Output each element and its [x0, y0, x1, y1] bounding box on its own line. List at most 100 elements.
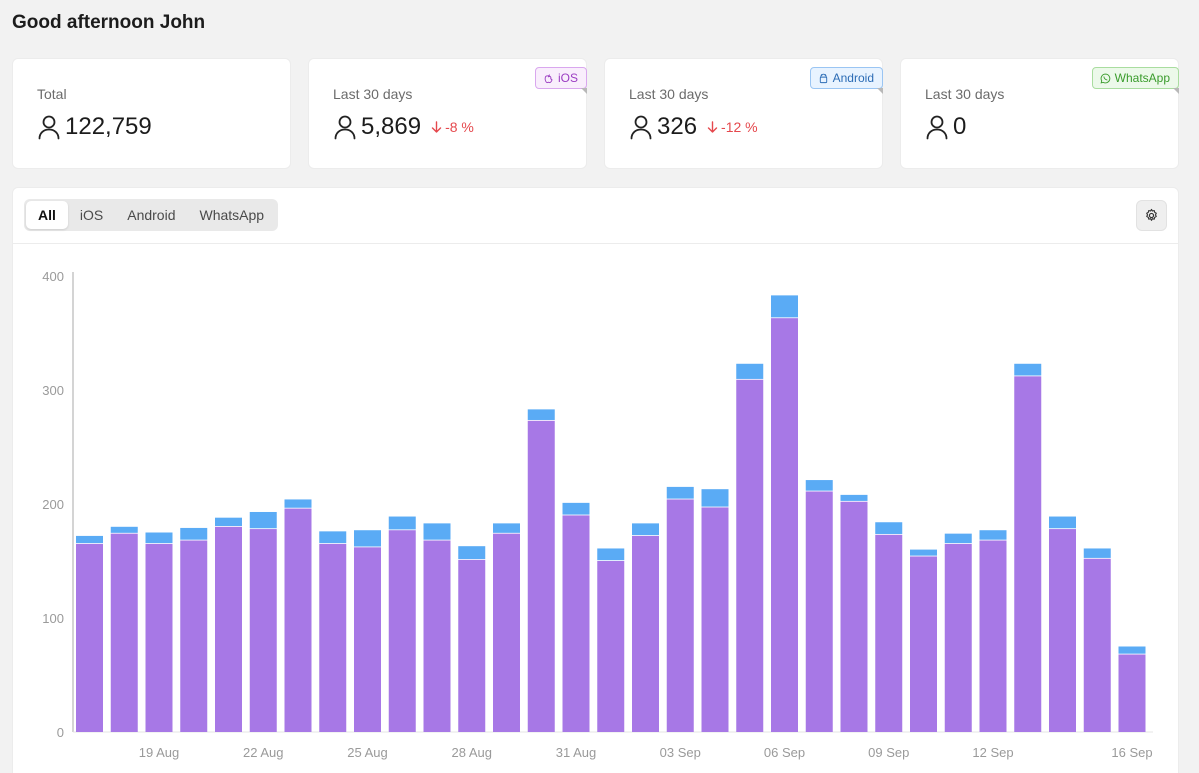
bar-segment — [562, 515, 590, 732]
bar-segment — [215, 526, 242, 732]
tab-android[interactable]: Android — [127, 207, 176, 223]
bar-segment — [110, 533, 138, 732]
card-label: Last 30 days — [629, 86, 709, 102]
ios-badge: iOS — [534, 67, 588, 94]
card-value: 0 — [953, 113, 967, 140]
bar-segment — [1083, 558, 1111, 732]
platform-tabs: All iOS Android WhatsApp — [24, 199, 279, 231]
bar-segment — [736, 379, 764, 732]
whatsapp-icon — [1100, 73, 1110, 84]
bar-segment — [423, 523, 451, 540]
card-label: Total — [37, 86, 67, 102]
bar-segment — [249, 511, 277, 529]
bar-segment — [632, 523, 659, 536]
x-tick-label: 09 Sep — [868, 745, 909, 760]
card-value: 5,869 — [361, 113, 422, 140]
x-tick-label: 19 Aug — [139, 745, 180, 760]
bar-segment — [527, 420, 555, 732]
x-tick-label: 06 Sep — [764, 745, 805, 760]
bar-segment — [527, 409, 555, 420]
bar-segment — [180, 540, 208, 732]
bar-segment — [284, 508, 312, 732]
card-value: 326 — [657, 113, 698, 140]
settings-button[interactable] — [1136, 200, 1167, 231]
bar-segment — [805, 480, 833, 491]
bar-segment — [597, 548, 625, 561]
tab-ios[interactable]: iOS — [79, 207, 104, 223]
delta-indicator: -12 % — [707, 119, 758, 135]
bar-segment — [354, 547, 381, 732]
bar-segment — [319, 531, 347, 544]
y-tick-label: 100 — [42, 611, 64, 626]
user-icon — [926, 115, 948, 140]
x-tick-label: 25 Aug — [347, 745, 388, 760]
bar-segment — [388, 530, 416, 732]
bar-segment — [666, 486, 694, 499]
bar-segment — [76, 543, 103, 732]
bar-segment — [145, 543, 173, 732]
bar-segment — [1118, 646, 1146, 654]
bar-segment — [1049, 529, 1076, 732]
android-icon — [819, 73, 827, 83]
badge-label: Android — [832, 71, 874, 85]
bar-segment — [736, 363, 764, 379]
arrow-down-icon — [431, 121, 442, 133]
bar-segment — [145, 532, 173, 544]
bar-segment — [493, 523, 520, 533]
card-value: 122,759 — [65, 113, 152, 140]
bar-segment — [1014, 363, 1042, 376]
x-tick-label: 16 Sep — [1111, 745, 1152, 760]
bar-segment — [632, 535, 659, 732]
bar-segment — [388, 516, 416, 530]
x-tick-label: 28 Aug — [452, 745, 493, 760]
tab-all[interactable]: All — [26, 201, 68, 229]
bar-segment — [875, 534, 903, 732]
bar-segment — [1049, 516, 1076, 529]
bar-segment — [284, 499, 312, 508]
chart-panel: All iOS Android WhatsApp 0 100 200 300 400 19… — [12, 187, 1179, 773]
bar-segment — [1118, 654, 1146, 732]
y-tick-label: 400 — [42, 269, 64, 284]
x-tick-label: 12 Sep — [972, 745, 1013, 760]
bar-segment — [76, 535, 103, 544]
bar-segment — [805, 491, 833, 732]
card-label: Last 30 days — [925, 86, 1005, 102]
tab-whatsapp[interactable]: WhatsApp — [199, 207, 265, 223]
bar-segment — [840, 501, 868, 732]
bar-segment — [771, 295, 798, 318]
bar-segment — [423, 540, 451, 732]
bar-segment — [110, 526, 138, 533]
bar-segment — [458, 546, 486, 560]
bar-segment — [910, 556, 937, 732]
delta-value: -12 % — [721, 119, 758, 135]
card-label: Last 30 days — [333, 86, 413, 102]
badge-label: WhatsApp — [1114, 71, 1170, 85]
bar-segment — [1083, 548, 1111, 558]
bar-segment — [180, 527, 208, 540]
bar-segment — [666, 499, 694, 732]
bar-segment — [493, 533, 520, 732]
bar-segment — [910, 549, 937, 556]
x-tick-label: 31 Aug — [556, 745, 597, 760]
user-icon — [630, 115, 652, 140]
bar-segment — [840, 494, 868, 501]
whatsapp-badge: WhatsApp — [1091, 67, 1180, 94]
stacked-bar-chart: 0 100 200 300 400 19 Aug 22 Aug 25 Aug 28 Aug 31 … — [42, 269, 1153, 760]
bar-segment — [597, 561, 625, 732]
bar-segment — [354, 530, 381, 547]
user-icon — [38, 115, 60, 140]
x-tick-label: 22 Aug — [243, 745, 284, 760]
bar-segment — [458, 559, 486, 732]
bar-segment — [979, 540, 1007, 732]
bar-segment — [701, 489, 729, 507]
bar-segment — [944, 543, 972, 732]
android-badge: Android — [809, 67, 884, 94]
bar-segment — [562, 502, 590, 515]
bar-segment — [979, 530, 1007, 540]
badge-label: iOS — [557, 71, 578, 85]
apple-icon — [544, 73, 553, 83]
x-tick-label: 03 Sep — [660, 745, 701, 760]
y-tick-label: 300 — [42, 383, 64, 398]
delta-indicator: -8 % — [431, 119, 474, 135]
user-icon — [334, 115, 356, 140]
